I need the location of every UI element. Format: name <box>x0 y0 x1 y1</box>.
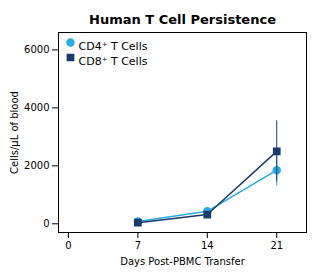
svg-text:CD8⁺ T Cells: CD8⁺ T Cells <box>79 55 148 68</box>
svg-text:7: 7 <box>135 240 141 251</box>
svg-text:6000: 6000 <box>24 44 49 55</box>
svg-text:Days Post-PBMC Transfer: Days Post-PBMC Transfer <box>120 256 245 267</box>
svg-text:0: 0 <box>65 240 71 251</box>
svg-text:CD4⁺ T Cells: CD4⁺ T Cells <box>79 40 148 53</box>
svg-text:14: 14 <box>201 240 214 251</box>
svg-text:0: 0 <box>43 218 49 229</box>
svg-text:21: 21 <box>270 240 283 251</box>
svg-text:2000: 2000 <box>24 160 49 171</box>
svg-text:Human T Cell Persistence: Human T Cell Persistence <box>89 12 276 27</box>
svg-text:Cells/µL of blood: Cells/µL of blood <box>9 91 20 174</box>
svg-text:4000: 4000 <box>24 102 49 113</box>
